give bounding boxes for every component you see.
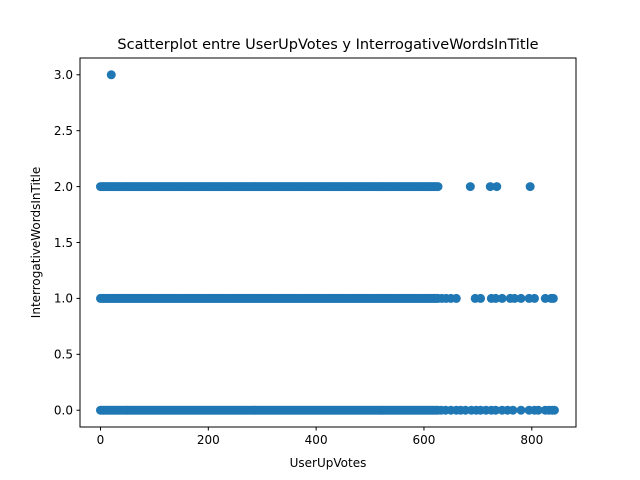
data-point xyxy=(529,293,539,303)
x-tick-label: 200 xyxy=(197,433,220,447)
chart-title: Scatterplot entre UserUpVotes y Interrog… xyxy=(117,37,538,53)
x-tick-label: 600 xyxy=(413,433,436,447)
x-axis: 0 200 400 600 800 xyxy=(97,427,543,447)
data-point xyxy=(516,293,526,303)
data-point xyxy=(491,293,501,303)
x-axis-title: UserUpVotes xyxy=(290,456,367,470)
y-tick-label: 2.5 xyxy=(54,124,73,138)
y-tick-label: 1.0 xyxy=(54,292,73,306)
data-point xyxy=(476,293,486,303)
data-point xyxy=(491,405,501,415)
y-tick-label: 0.5 xyxy=(54,348,73,362)
data-point xyxy=(533,405,543,415)
data-point xyxy=(548,293,558,303)
data-point xyxy=(433,182,443,192)
x-tick-label: 0 xyxy=(97,433,105,447)
data-point xyxy=(465,182,475,192)
data-point xyxy=(516,405,526,415)
y-axis-title: InterrogativeWordsInTitle xyxy=(29,167,43,318)
x-tick-label: 800 xyxy=(520,433,543,447)
y-tick-label: 2.0 xyxy=(54,180,73,194)
y-tick-label: 1.5 xyxy=(54,236,73,250)
data-point xyxy=(451,293,461,303)
y-tick-label: 3.0 xyxy=(54,68,73,82)
data-point xyxy=(549,405,559,415)
y-axis: 0.0 0.5 1.0 1.5 2.0 2.5 3.0 xyxy=(54,68,80,418)
data-point xyxy=(497,293,507,303)
y-tick-label: 0.0 xyxy=(54,404,73,418)
x-tick-label: 400 xyxy=(305,433,328,447)
data-point xyxy=(492,182,502,192)
data-point xyxy=(508,405,518,415)
data-point xyxy=(510,293,520,303)
data-point xyxy=(485,182,495,192)
plot-frame xyxy=(79,57,577,428)
points-layer xyxy=(95,70,559,415)
data-point xyxy=(106,70,116,80)
data-point xyxy=(525,182,535,192)
